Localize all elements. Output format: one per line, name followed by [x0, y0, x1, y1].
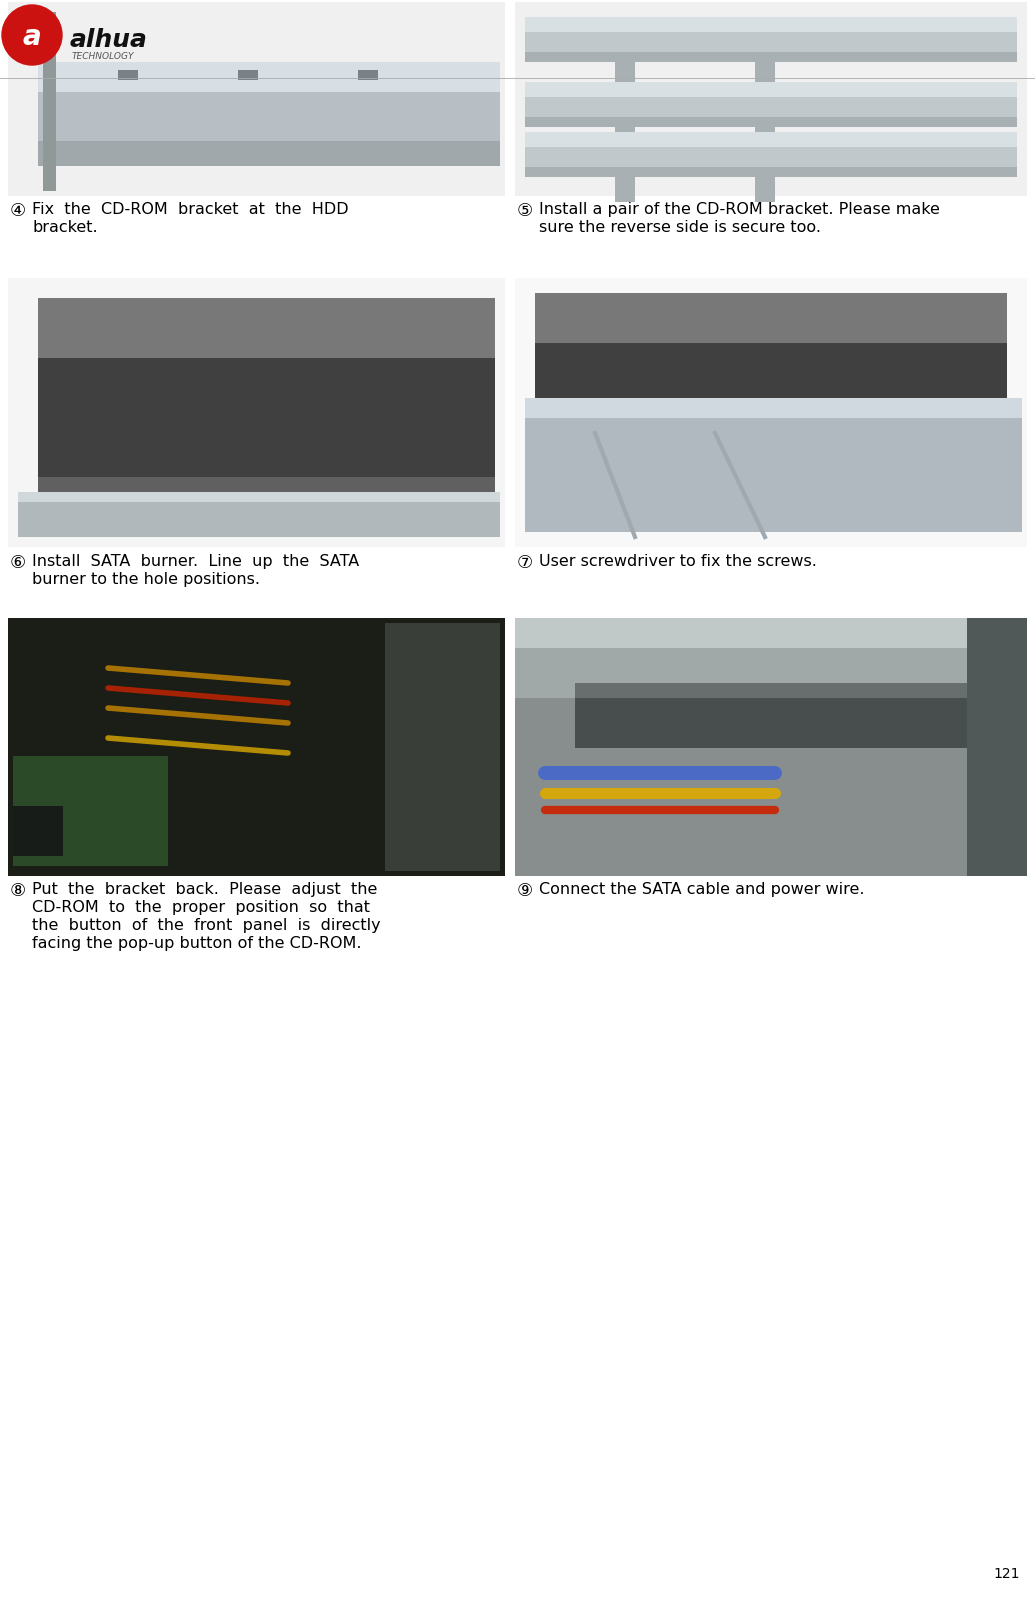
Text: ⑥: ⑥ — [10, 553, 26, 572]
Text: ⑦: ⑦ — [518, 553, 533, 572]
Bar — [8, 2, 505, 197]
Bar — [13, 756, 168, 867]
Text: Fix  the  CD-ROM  bracket  at  the  HDD: Fix the CD-ROM bracket at the HDD — [32, 201, 349, 217]
Bar — [525, 133, 1017, 177]
Bar — [525, 53, 1017, 62]
Bar — [525, 117, 1017, 126]
Text: the  button  of  the  front  panel  is  directly: the button of the front panel is directl… — [32, 918, 381, 932]
Bar — [38, 62, 500, 93]
Bar — [755, 58, 775, 86]
Bar — [967, 617, 1027, 876]
Text: 121: 121 — [994, 1567, 1021, 1581]
Bar — [535, 293, 1007, 408]
Bar — [535, 293, 1007, 344]
Bar — [13, 806, 63, 855]
Bar — [525, 398, 1022, 532]
Text: ④: ④ — [10, 201, 26, 221]
Bar — [515, 617, 1027, 699]
Text: burner to the hole positions.: burner to the hole positions. — [32, 572, 260, 587]
Bar — [515, 278, 1027, 547]
Text: bracket.: bracket. — [32, 221, 97, 235]
Text: Put  the  bracket  back.  Please  adjust  the: Put the bracket back. Please adjust the — [32, 883, 378, 897]
Bar — [515, 2, 1027, 197]
Bar — [515, 617, 1027, 648]
Bar — [615, 122, 635, 152]
Bar — [385, 624, 500, 871]
Text: alhua: alhua — [70, 29, 148, 53]
Bar — [525, 82, 1017, 98]
Bar — [238, 70, 258, 80]
Text: Connect the SATA cable and power wire.: Connect the SATA cable and power wire. — [539, 883, 864, 897]
Text: Install a pair of the CD-ROM bracket. Please make: Install a pair of the CD-ROM bracket. Pl… — [539, 201, 940, 217]
Bar — [615, 173, 635, 201]
Circle shape — [2, 5, 62, 66]
Bar — [515, 617, 1027, 876]
Text: Install  SATA  burner.  Line  up  the  SATA: Install SATA burner. Line up the SATA — [32, 553, 359, 569]
Text: facing the pop-up button of the CD-ROM.: facing the pop-up button of the CD-ROM. — [32, 935, 361, 951]
Bar — [8, 278, 505, 547]
Text: ⑧: ⑧ — [10, 883, 26, 900]
Bar — [575, 683, 997, 748]
Bar — [575, 683, 997, 699]
Bar — [525, 166, 1017, 177]
Text: sure the reverse side is secure too.: sure the reverse side is secure too. — [539, 221, 821, 235]
Bar — [38, 141, 500, 166]
Text: a: a — [23, 22, 41, 51]
Text: User screwdriver to fix the screws.: User screwdriver to fix the screws. — [539, 553, 817, 569]
Bar — [525, 133, 1017, 147]
Bar — [43, 13, 56, 190]
Bar — [18, 492, 500, 502]
Bar — [525, 18, 1017, 62]
Bar — [38, 297, 495, 497]
Bar — [38, 477, 495, 497]
Bar — [38, 297, 495, 358]
Text: ⑨: ⑨ — [518, 883, 533, 900]
Bar — [358, 70, 378, 80]
Bar — [525, 18, 1017, 32]
Text: ⑤: ⑤ — [518, 201, 533, 221]
Text: CD-ROM  to  the  proper  position  so  that: CD-ROM to the proper position so that — [32, 900, 369, 915]
Bar — [615, 58, 635, 86]
Bar — [18, 492, 500, 537]
Bar — [755, 173, 775, 201]
Bar — [118, 70, 138, 80]
Bar — [8, 617, 505, 876]
Bar — [525, 82, 1017, 126]
Text: TECHNOLOGY: TECHNOLOGY — [72, 53, 135, 61]
Bar — [755, 122, 775, 152]
Bar — [38, 62, 500, 166]
Bar — [525, 398, 1022, 417]
